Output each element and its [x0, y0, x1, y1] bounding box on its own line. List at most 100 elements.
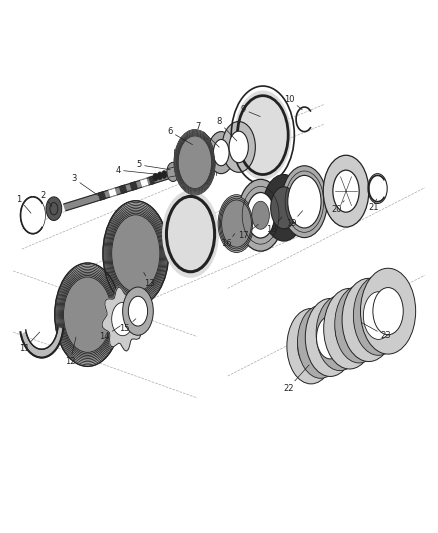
Ellipse shape: [298, 326, 324, 367]
Ellipse shape: [103, 201, 169, 306]
Polygon shape: [99, 192, 106, 200]
Ellipse shape: [58, 268, 117, 362]
Text: 18: 18: [266, 217, 282, 234]
Text: 17: 17: [238, 224, 258, 240]
Ellipse shape: [174, 131, 215, 194]
Text: 19: 19: [286, 211, 303, 228]
Ellipse shape: [305, 298, 355, 376]
Ellipse shape: [109, 210, 163, 296]
Ellipse shape: [64, 277, 112, 352]
Ellipse shape: [354, 297, 384, 343]
Polygon shape: [102, 287, 143, 351]
Text: 23: 23: [362, 322, 391, 340]
Ellipse shape: [60, 271, 116, 359]
Ellipse shape: [222, 122, 255, 172]
Ellipse shape: [282, 166, 327, 238]
Text: 5: 5: [137, 160, 170, 169]
Ellipse shape: [219, 197, 254, 251]
Ellipse shape: [167, 162, 179, 182]
Text: 22: 22: [283, 365, 309, 393]
Ellipse shape: [59, 269, 117, 360]
Ellipse shape: [288, 175, 321, 228]
Polygon shape: [149, 176, 155, 184]
Ellipse shape: [162, 190, 219, 278]
Ellipse shape: [56, 264, 120, 365]
Ellipse shape: [177, 134, 213, 190]
Text: 10: 10: [284, 95, 302, 110]
Text: 12: 12: [65, 337, 76, 367]
Ellipse shape: [360, 268, 416, 354]
Ellipse shape: [104, 203, 168, 304]
Polygon shape: [168, 167, 178, 177]
Ellipse shape: [175, 131, 215, 193]
Text: 9: 9: [241, 105, 260, 117]
Polygon shape: [141, 179, 148, 187]
Text: 20: 20: [331, 201, 344, 214]
Ellipse shape: [162, 171, 167, 179]
Ellipse shape: [220, 198, 253, 249]
Ellipse shape: [112, 215, 160, 292]
Ellipse shape: [325, 311, 354, 356]
Ellipse shape: [297, 305, 344, 378]
Ellipse shape: [50, 203, 58, 215]
Text: 15: 15: [120, 319, 136, 333]
Ellipse shape: [234, 91, 291, 180]
Text: 13: 13: [144, 272, 155, 288]
Ellipse shape: [112, 302, 134, 336]
Ellipse shape: [342, 278, 396, 361]
Polygon shape: [130, 182, 137, 190]
Ellipse shape: [178, 136, 212, 189]
Ellipse shape: [307, 320, 335, 364]
Ellipse shape: [333, 170, 359, 212]
Ellipse shape: [46, 197, 62, 221]
Ellipse shape: [317, 316, 344, 359]
Polygon shape: [109, 189, 116, 197]
Ellipse shape: [208, 132, 234, 174]
Ellipse shape: [335, 286, 384, 363]
Polygon shape: [120, 185, 127, 193]
Ellipse shape: [111, 213, 161, 294]
Ellipse shape: [247, 192, 275, 238]
Ellipse shape: [21, 197, 45, 233]
Ellipse shape: [176, 132, 214, 192]
Polygon shape: [21, 328, 63, 358]
Ellipse shape: [128, 296, 148, 326]
Ellipse shape: [252, 201, 269, 229]
Text: 8: 8: [216, 117, 237, 141]
Ellipse shape: [63, 276, 113, 354]
Ellipse shape: [60, 272, 115, 357]
Ellipse shape: [238, 179, 283, 251]
Ellipse shape: [364, 292, 393, 340]
Ellipse shape: [153, 173, 158, 181]
Polygon shape: [64, 171, 172, 211]
Text: 6: 6: [167, 127, 193, 144]
Text: 4: 4: [116, 166, 157, 175]
Ellipse shape: [222, 200, 251, 247]
Ellipse shape: [263, 174, 305, 241]
Ellipse shape: [55, 263, 120, 366]
Text: 11: 11: [19, 332, 40, 353]
Text: 1: 1: [16, 195, 31, 213]
Text: 2: 2: [40, 191, 52, 207]
Ellipse shape: [271, 187, 297, 229]
Ellipse shape: [218, 195, 255, 253]
Ellipse shape: [324, 288, 375, 369]
Ellipse shape: [287, 309, 335, 384]
Ellipse shape: [229, 131, 248, 163]
Ellipse shape: [353, 276, 403, 356]
Ellipse shape: [157, 172, 162, 180]
Text: 14: 14: [99, 326, 120, 341]
Ellipse shape: [178, 135, 212, 189]
Ellipse shape: [174, 130, 216, 195]
Ellipse shape: [316, 295, 364, 370]
Ellipse shape: [336, 306, 364, 351]
Ellipse shape: [177, 133, 213, 191]
Text: 16: 16: [222, 233, 235, 248]
Ellipse shape: [123, 287, 153, 335]
Text: 21: 21: [368, 199, 378, 212]
Ellipse shape: [62, 274, 113, 356]
Ellipse shape: [110, 212, 162, 295]
Ellipse shape: [373, 288, 403, 335]
Ellipse shape: [106, 206, 166, 301]
Ellipse shape: [107, 207, 165, 300]
